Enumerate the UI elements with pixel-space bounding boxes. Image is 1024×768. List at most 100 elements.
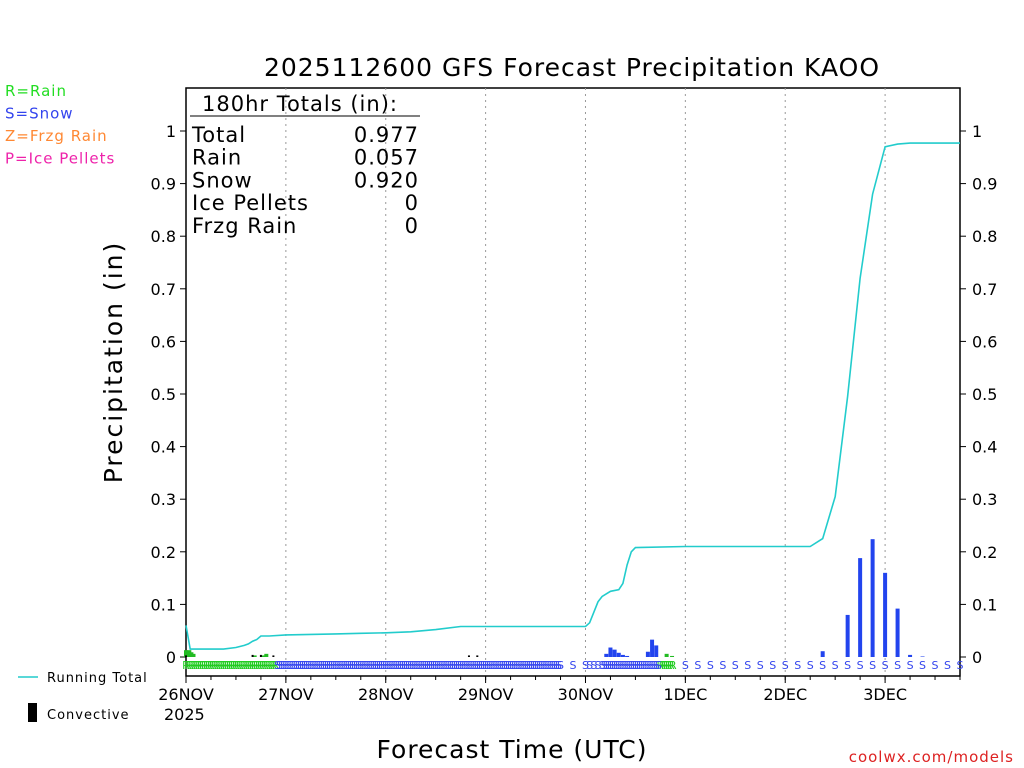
snow-code: S (428, 659, 435, 672)
snow-code: S (474, 659, 481, 672)
snow-code: S (536, 659, 543, 672)
snow-code: S (384, 659, 391, 672)
snow-code: S (534, 659, 541, 672)
totals-row-value: 0.977 (354, 123, 419, 147)
snow-code: S (532, 659, 539, 672)
totals-row-value: 0.057 (354, 146, 419, 170)
rain-code: R (182, 659, 190, 672)
snow-code: S (305, 659, 312, 672)
convective-bar (272, 655, 275, 657)
snow-code: S (332, 659, 339, 672)
snow-bar (650, 639, 655, 657)
rain-code: R (253, 659, 261, 672)
rain-code: R (238, 659, 246, 672)
snow-code: S (794, 659, 801, 672)
snow-code: S (640, 659, 647, 672)
rain-code: R (661, 659, 669, 672)
x-tick-label: 1DEC (663, 685, 707, 704)
snow-code: S (445, 659, 452, 672)
rain-code: R (226, 659, 234, 672)
snow-bar (858, 558, 863, 657)
snow-code: S (551, 659, 558, 672)
snow-code: S (451, 659, 458, 672)
snow-code: S (919, 659, 926, 672)
snow-code: S (649, 659, 656, 672)
snow-code: S (447, 659, 454, 672)
snow-code: S (484, 659, 491, 672)
snow-code: S (490, 659, 497, 672)
snow-code: S (499, 659, 506, 672)
snow-code: S (316, 659, 323, 672)
snow-code: S (449, 659, 456, 672)
snow-bar (604, 653, 609, 657)
snow-code: S (457, 659, 464, 672)
snow-code: S (399, 659, 406, 672)
snow-code: S (513, 659, 520, 672)
rain-code: R (220, 659, 228, 672)
snow-code: S (524, 659, 531, 672)
snow-code: S (819, 659, 826, 672)
snow-code: S (682, 659, 689, 672)
snow-code: S (478, 659, 485, 672)
y-tick-label: 0.5 (151, 385, 176, 404)
rain-code: R (201, 659, 209, 672)
snow-code: S (515, 659, 522, 672)
snow-code: S (520, 659, 527, 672)
snow-code: S (617, 659, 624, 672)
snow-code: S (530, 659, 537, 672)
y-tick-label: 0.9 (972, 175, 997, 194)
rain-code: R (236, 659, 244, 672)
rain-code: R (270, 659, 278, 672)
snow-code: S (405, 659, 412, 672)
snow-code: S (280, 659, 287, 672)
snow-bar (895, 608, 900, 657)
rain-code: R (222, 659, 230, 672)
snow-code: S (503, 659, 510, 672)
snow-code: S (455, 659, 462, 672)
snow-code: S (320, 659, 327, 672)
rain-code: R (186, 659, 194, 672)
rain-code: R (230, 659, 238, 672)
convective-bar (467, 655, 470, 657)
snow-code: S (291, 659, 298, 672)
snow-code: S (282, 659, 289, 672)
y-tick-label: 0.5 (972, 385, 997, 404)
snow-bar (908, 654, 913, 657)
snow-code: S (638, 659, 645, 672)
snow-code: S (522, 659, 529, 672)
snow-code: S (301, 659, 308, 672)
snow-code: S (628, 659, 635, 672)
snow-code: S (364, 659, 371, 672)
snow-code: S (357, 659, 364, 672)
y-tick-label: 0.1 (151, 595, 176, 614)
y-tick-label: 0.6 (972, 332, 997, 351)
snow-code: S (436, 659, 443, 672)
credit-link[interactable]: coolwx.com/models (849, 748, 1014, 766)
rain-bar (264, 653, 269, 657)
snow-code: S (434, 659, 441, 672)
snow-code: S (418, 659, 425, 672)
snow-code: S (599, 659, 606, 672)
snow-code: S (374, 659, 381, 672)
snow-code: S (391, 659, 398, 672)
rain-bar (260, 655, 265, 657)
snow-bar (645, 651, 650, 657)
snow-code: S (345, 659, 352, 672)
snow-code: S (538, 659, 545, 672)
snow-code: S (463, 659, 470, 672)
snow-code: S (653, 659, 660, 672)
totals-row-value: 0 (405, 214, 419, 238)
snow-code: S (594, 659, 601, 672)
totals-box: 180hr Totals (in): Total 0.977 Rain 0.057 Sn… (190, 92, 420, 238)
snow-code: S (295, 659, 302, 672)
rain-code: R (197, 659, 205, 672)
snow-code: S (368, 659, 375, 672)
snow-code: S (307, 659, 314, 672)
rain-code: R (669, 659, 677, 672)
snow-code: S (299, 659, 306, 672)
rain-code: R (272, 659, 280, 672)
convective-legend-label: Convective (47, 708, 130, 723)
snow-code: S (526, 659, 533, 672)
snow-code: S (517, 659, 524, 672)
snow-code: S (540, 659, 547, 672)
